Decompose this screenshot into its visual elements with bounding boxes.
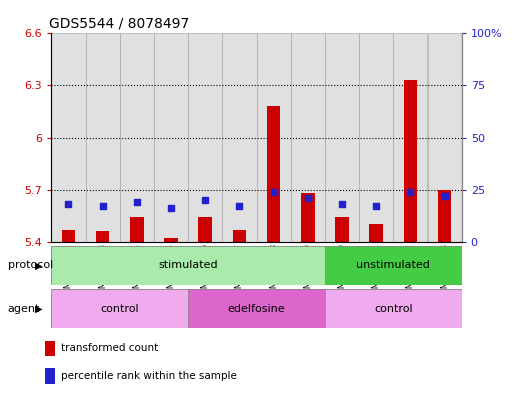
Bar xyxy=(369,224,383,242)
Point xyxy=(372,203,380,209)
Text: stimulated: stimulated xyxy=(159,260,218,270)
Text: agent: agent xyxy=(8,303,40,314)
Bar xyxy=(51,289,462,328)
Point xyxy=(304,195,312,201)
Text: edelfosine: edelfosine xyxy=(228,303,285,314)
Text: protocol: protocol xyxy=(8,260,53,270)
Bar xyxy=(51,33,86,242)
Bar xyxy=(188,289,325,328)
Text: control: control xyxy=(374,303,412,314)
Text: percentile rank within the sample: percentile rank within the sample xyxy=(61,371,236,381)
Bar xyxy=(325,289,462,328)
Text: GDS5544 / 8078497: GDS5544 / 8078497 xyxy=(49,17,189,31)
Bar xyxy=(130,217,144,242)
Bar xyxy=(325,246,462,285)
Text: transformed count: transformed count xyxy=(61,343,158,353)
Point xyxy=(201,197,209,203)
Point xyxy=(269,189,278,195)
Bar xyxy=(404,80,417,242)
Bar xyxy=(359,33,393,242)
Point xyxy=(235,203,244,209)
Point xyxy=(338,201,346,208)
Bar xyxy=(393,33,427,242)
Bar xyxy=(335,217,349,242)
Bar xyxy=(86,33,120,242)
Bar xyxy=(120,33,154,242)
Point xyxy=(167,205,175,211)
Bar xyxy=(325,33,359,242)
Bar xyxy=(45,368,55,384)
Point xyxy=(98,203,107,209)
Bar xyxy=(51,246,325,285)
Bar xyxy=(232,230,246,242)
Bar xyxy=(438,189,451,242)
Text: ▶: ▶ xyxy=(35,260,42,270)
Bar xyxy=(291,33,325,242)
Bar xyxy=(45,341,55,356)
Bar xyxy=(301,193,314,242)
Point xyxy=(441,193,449,199)
Bar xyxy=(267,106,281,242)
Bar xyxy=(96,231,109,242)
Bar xyxy=(222,33,256,242)
Bar xyxy=(154,33,188,242)
Bar xyxy=(256,33,291,242)
Point xyxy=(64,201,72,208)
Bar xyxy=(427,33,462,242)
Bar xyxy=(164,238,178,242)
Text: control: control xyxy=(101,303,139,314)
Bar xyxy=(51,289,188,328)
Bar xyxy=(199,217,212,242)
Text: unstimulated: unstimulated xyxy=(357,260,430,270)
Bar xyxy=(188,33,222,242)
Text: ▶: ▶ xyxy=(35,303,42,314)
Bar xyxy=(51,246,462,285)
Point xyxy=(406,189,415,195)
Bar xyxy=(62,230,75,242)
Point xyxy=(133,199,141,205)
